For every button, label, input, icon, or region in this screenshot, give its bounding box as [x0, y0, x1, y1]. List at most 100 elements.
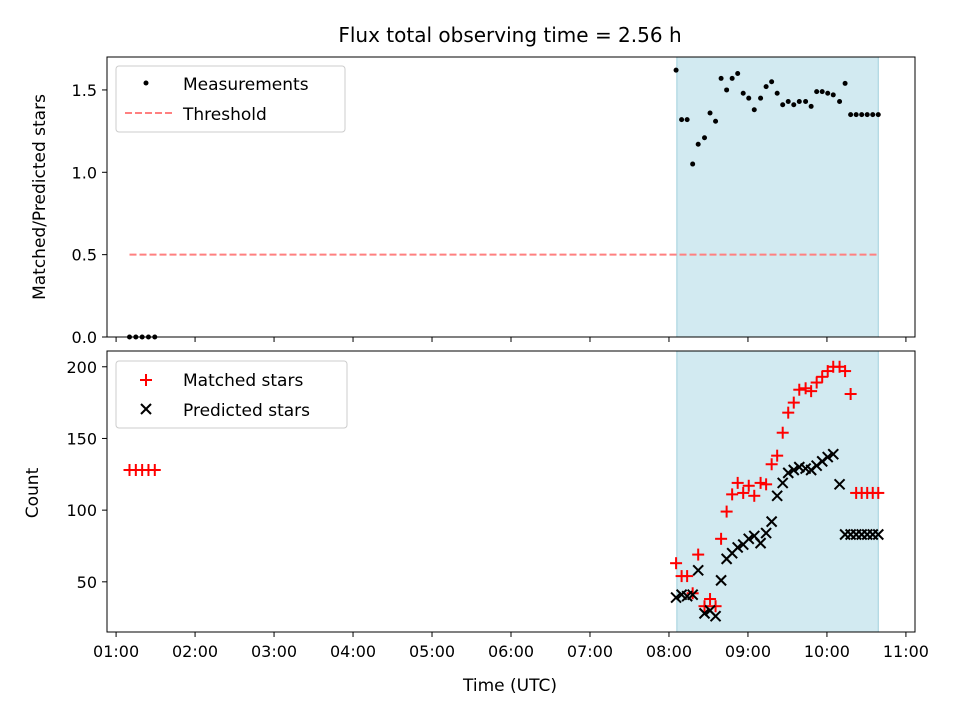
predicted-star-point — [776, 477, 789, 489]
bottom-y-tick-label: 50 — [77, 573, 97, 592]
bottom-x-tick-label: 11:00 — [883, 642, 929, 661]
bottom-plot-marks — [123, 360, 885, 622]
bottom-x-tick-label: 03:00 — [251, 642, 297, 661]
matched-star-point — [726, 488, 739, 501]
measurement-point — [853, 112, 859, 118]
measurement-point — [751, 107, 757, 113]
measurement-point — [702, 135, 708, 141]
matched-star-point — [704, 593, 717, 606]
legend-predicted-label: Predicted stars — [183, 401, 310, 421]
matched-star-point — [754, 476, 767, 489]
measurement-point — [864, 112, 870, 118]
bottom-x-tick-label: 05:00 — [409, 642, 455, 661]
bottom-legend-box — [115, 360, 348, 429]
matched-star-point — [839, 365, 852, 378]
bottom-x-tick-label: 06:00 — [488, 642, 534, 661]
bottom-x-tick-label: 04:00 — [330, 642, 376, 661]
matched-star-point — [765, 458, 778, 471]
predicted-star-point — [715, 574, 727, 587]
matched-star-point — [793, 383, 806, 396]
measurement-point — [780, 102, 786, 108]
legend-predicted-marker — [140, 403, 152, 415]
predicted-star-point — [709, 610, 722, 622]
measurement-point — [791, 102, 797, 108]
predicted-star-point — [833, 478, 846, 491]
matched-star-point — [720, 505, 733, 518]
matched-star-point — [670, 557, 683, 570]
measurement-point — [803, 98, 809, 104]
measurement-point — [763, 84, 769, 90]
measurement-point — [837, 98, 843, 104]
matched-star-point — [771, 449, 784, 462]
predicted-star-point — [686, 589, 699, 601]
measurement-point — [848, 112, 854, 118]
top-y-tick-label: 0.0 — [72, 328, 97, 347]
legend-matched-label: Matched stars — [183, 371, 303, 391]
bottom-panel: 01:00 02:00 03:00 04:00 05:00 06:00 07:00 08:00… — [23, 350, 929, 696]
matched-star-point — [148, 463, 161, 476]
measurement-point — [814, 89, 820, 95]
bottom-shaded-region — [676, 351, 879, 632]
predicted-star-point — [692, 564, 704, 577]
top-legend: Measurements Threshold — [115, 65, 346, 133]
bottom-x-tick-label: 09:00 — [725, 642, 771, 661]
bottom-observing-window — [676, 351, 879, 632]
matched-star-point — [760, 478, 773, 491]
matched-star-point — [787, 396, 800, 409]
predicted-star-point — [822, 451, 834, 463]
predicted-star-point — [782, 467, 794, 479]
measurement-point — [735, 70, 741, 76]
measurement-point — [758, 95, 764, 101]
matched-star-point — [776, 426, 789, 439]
measurement-point — [690, 161, 696, 167]
matched-star-point — [692, 548, 705, 561]
measurement-point — [825, 90, 831, 96]
measurement-point — [679, 117, 685, 123]
measurement-point — [774, 90, 780, 96]
bottom-x-tick-label: 02:00 — [172, 642, 218, 661]
top-plot-marks — [127, 67, 881, 340]
matched-star-point — [737, 486, 750, 499]
bottom-x-tick-label: 01:00 — [93, 642, 139, 661]
measurement-point — [819, 89, 825, 95]
bottom-x-tick-label: 07:00 — [567, 642, 613, 661]
top-panel: 0.0 0.5 1.0 1.5 Matched/Predicted stars Mea… — [30, 56, 916, 347]
matched-star-point — [715, 532, 728, 545]
top-observing-window — [676, 57, 879, 337]
measurement-point — [740, 90, 746, 96]
measurement-point — [870, 112, 876, 118]
legend-matched-marker — [140, 374, 152, 386]
measurement-point — [769, 79, 775, 85]
measurement-point — [842, 80, 848, 86]
top-y-tick-label: 1.5 — [72, 81, 97, 100]
bottom-y-tick-label: 150 — [66, 429, 97, 448]
predicted-star-point — [670, 591, 682, 604]
bottom-x-tick-label: 10:00 — [804, 642, 850, 661]
predicted-star-point — [765, 515, 778, 528]
top-y-tick-label: 1.0 — [72, 163, 97, 182]
predicted-star-point — [754, 537, 767, 549]
measurement-point — [713, 118, 719, 124]
measurement-point — [673, 67, 679, 73]
measurement-point — [796, 98, 802, 104]
top-axes-frame — [106, 56, 916, 338]
matched-star-point — [731, 476, 744, 489]
legend-measurements-label: Measurements — [183, 75, 309, 95]
predicted-star-point — [731, 541, 744, 554]
matched-star-point — [681, 570, 694, 583]
matched-star-point — [816, 370, 829, 383]
measurement-point — [718, 75, 724, 81]
measurement-point — [684, 117, 690, 123]
bottom-ticks: 01:00 02:00 03:00 04:00 05:00 06:00 07:00 08:00… — [66, 358, 929, 661]
measurement-point — [830, 92, 836, 98]
measurement-point — [729, 75, 735, 81]
measurement-point — [859, 112, 865, 118]
predicted-star-point — [788, 464, 800, 476]
measurement-point — [707, 110, 713, 116]
bottom-axes-frame — [106, 350, 916, 633]
legend-measurements-marker — [143, 80, 149, 86]
bottom-y-tick-label: 200 — [66, 358, 97, 377]
bottom-y-tick-label: 100 — [66, 501, 97, 520]
figure-title: Flux total observing time = 2.56 h — [338, 23, 681, 47]
